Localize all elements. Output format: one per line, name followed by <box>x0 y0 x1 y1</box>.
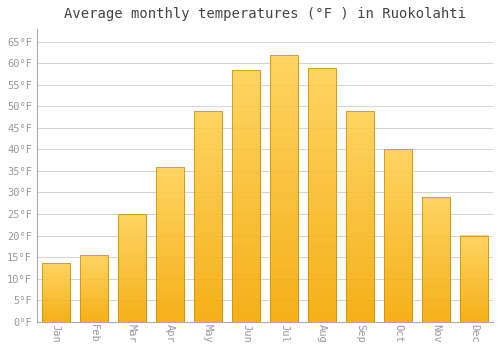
Bar <box>270 55 298 322</box>
Bar <box>118 214 146 322</box>
Bar <box>194 111 222 322</box>
Bar <box>422 197 450 322</box>
Bar <box>384 149 412 322</box>
Bar <box>156 167 184 322</box>
Bar <box>42 264 70 322</box>
Bar <box>346 111 374 322</box>
Bar <box>308 68 336 322</box>
Bar <box>460 236 488 322</box>
Bar <box>232 70 260 322</box>
Title: Average monthly temperatures (°F ) in Ruokolahti: Average monthly temperatures (°F ) in Ru… <box>64 7 466 21</box>
Bar <box>80 255 108 322</box>
